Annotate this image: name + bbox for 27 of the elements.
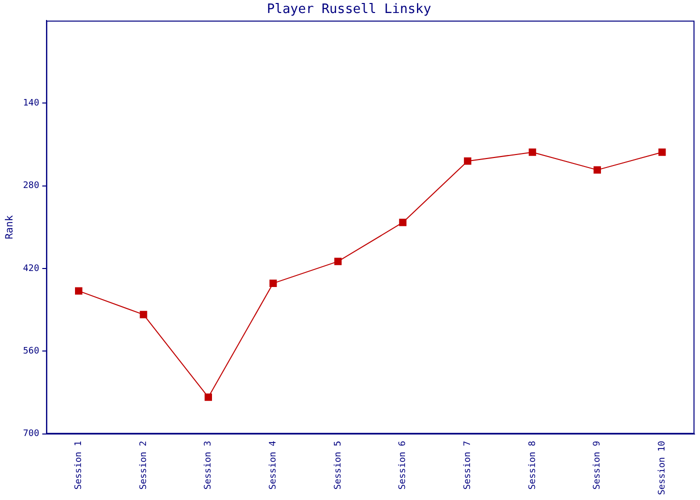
x-tick-label: Session 4 xyxy=(268,440,278,490)
x-tick-label: Session 5 xyxy=(333,440,344,490)
point xyxy=(204,394,212,401)
y-axis-title: Rank xyxy=(4,215,16,240)
x-tick-label: Session 6 xyxy=(398,440,408,490)
y-tick-label: 560 xyxy=(22,346,40,357)
point xyxy=(658,148,666,156)
point xyxy=(334,258,342,266)
x-tick-label: Session 3 xyxy=(204,440,214,490)
x-tick-label: Session 2 xyxy=(138,440,149,490)
point xyxy=(74,287,82,295)
x-tick-label: Session 1 xyxy=(74,440,84,490)
x-tick-label: Session 7 xyxy=(462,440,473,490)
point xyxy=(464,157,472,165)
point xyxy=(528,148,536,156)
y-tick-label: 280 xyxy=(22,181,40,192)
y-tick-label: 420 xyxy=(22,264,40,274)
x-tick-label: Session 9 xyxy=(592,440,603,490)
point xyxy=(269,280,277,287)
y-tick-label: 140 xyxy=(22,98,40,109)
point xyxy=(594,166,601,174)
chart-title: Player Russell Linsky xyxy=(266,2,432,18)
x-tick-label: Session 8 xyxy=(528,440,538,490)
y-tick-label: 700 xyxy=(22,429,40,440)
point xyxy=(399,218,406,226)
x-tick-label: Session 10 xyxy=(657,440,668,496)
point xyxy=(140,310,148,318)
